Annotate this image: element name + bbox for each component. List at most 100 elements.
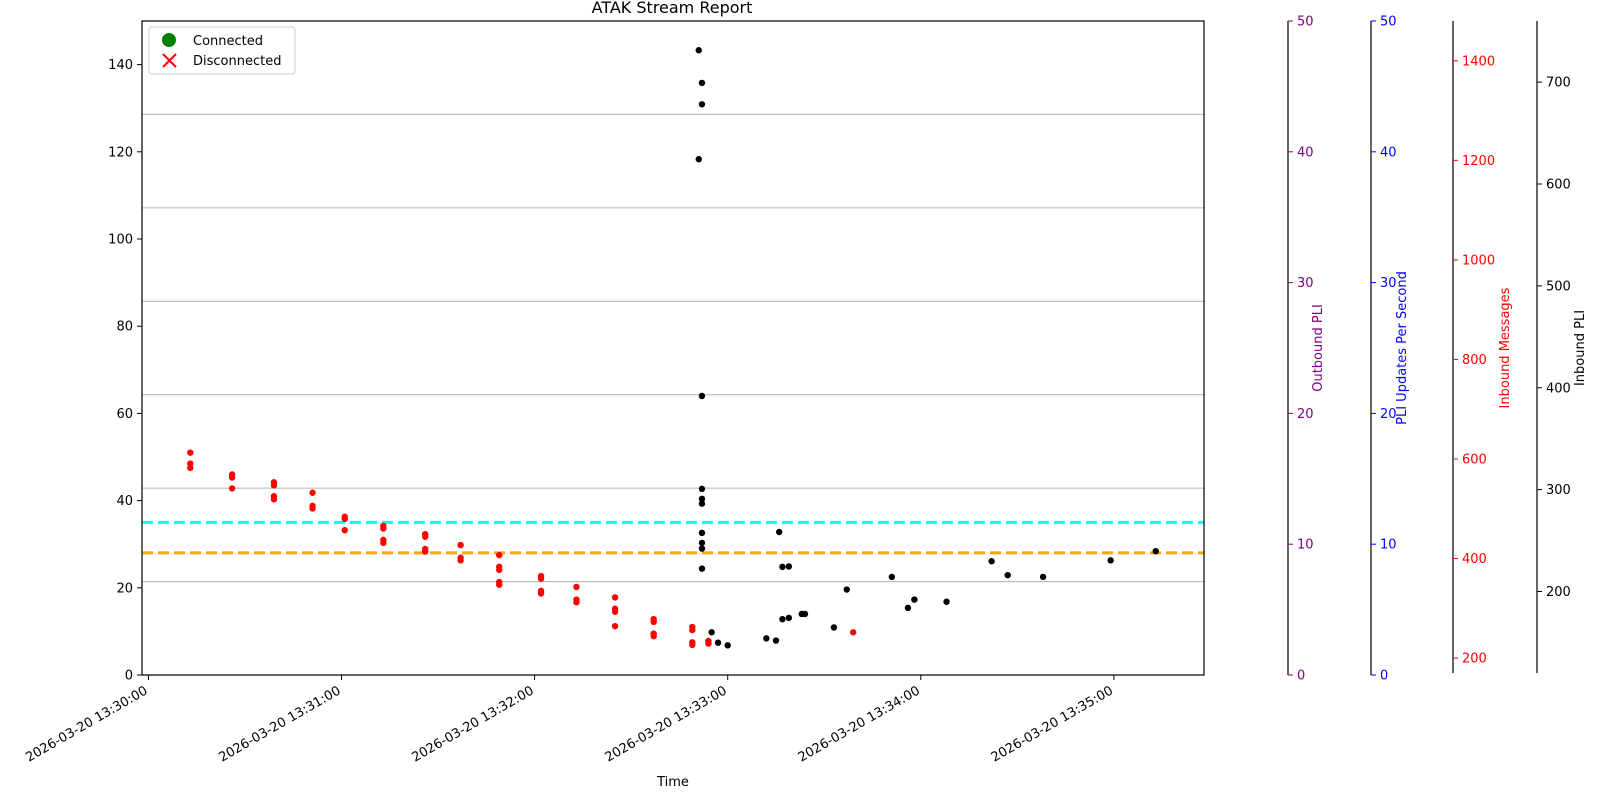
x-axis-label: Time <box>656 775 689 790</box>
disconnected-point <box>650 632 657 640</box>
secondary-axis-tick-label: 10 <box>1380 538 1397 553</box>
disconnected-point <box>611 622 619 630</box>
connected-point <box>1039 573 1047 581</box>
connected-point <box>698 79 706 87</box>
connected-point <box>904 604 912 612</box>
connected-point <box>843 586 850 593</box>
disconnected-point <box>611 594 619 601</box>
legend-marker-connected <box>162 33 176 47</box>
disconnected-point <box>705 640 712 647</box>
connected-point <box>785 614 793 622</box>
connected-point <box>943 598 950 605</box>
secondary-axis-tick-label: 30 <box>1297 276 1314 291</box>
disconnected-point <box>270 482 278 489</box>
disconnected-point <box>270 496 278 503</box>
connected-point <box>779 563 786 571</box>
connected-point <box>695 156 702 163</box>
connected-point <box>698 565 706 572</box>
disconnected-point <box>496 551 503 559</box>
secondary-axis-tick-label: 1000 <box>1462 253 1495 268</box>
connected-point <box>698 529 706 537</box>
disconnected-point <box>228 485 236 492</box>
x-tick-label: 2026-03-20 13:34:00 <box>796 683 923 765</box>
disconnected-point <box>457 557 464 564</box>
connected-point <box>801 610 809 618</box>
secondary-axis-label: PLI Updates Per Second <box>1395 271 1410 425</box>
secondary-axis-tick-label: 30 <box>1380 276 1397 291</box>
connected-point <box>776 528 783 536</box>
connected-point <box>772 637 780 644</box>
disconnected-point <box>573 598 580 606</box>
x-tick-label: 2026-03-20 13:35:00 <box>989 683 1116 765</box>
disconnected-point <box>380 539 387 547</box>
secondary-axis-tick-label: 700 <box>1546 76 1571 91</box>
secondary-axis-label: Outbound PLI <box>1311 304 1326 392</box>
secondary-axis-tick-label: 1400 <box>1462 54 1495 69</box>
disconnected-point <box>457 541 464 549</box>
disconnected-point <box>496 566 503 574</box>
disconnected-point <box>309 505 316 512</box>
y-axis: 0 20 40 60 80 100 120 140 <box>108 58 142 684</box>
y-tick-label: 20 <box>116 581 133 596</box>
connected-point <box>724 642 731 649</box>
connected-point <box>698 545 706 552</box>
secondary-axis-tick-label: 800 <box>1462 353 1487 368</box>
x-axis: 2026-03-20 13:30:00 2026-03-20 13:31:00 20… <box>23 675 1116 766</box>
y-tick-label: 80 <box>116 320 133 335</box>
legend: Connected Disconnected <box>148 26 296 75</box>
disconnected-point <box>187 449 194 456</box>
connected-point <box>714 639 722 646</box>
connected-point <box>988 558 995 565</box>
secondary-axis-tick-label: 0 <box>1380 669 1388 684</box>
x-tick-label: 2026-03-20 13:32:00 <box>410 683 537 765</box>
connected-point <box>698 539 706 547</box>
disconnected-point <box>496 581 503 588</box>
connected-point <box>1152 547 1159 555</box>
connected-point <box>698 500 706 507</box>
y-tick-label: 100 <box>108 233 133 248</box>
secondary-axis-label: Inbound Messages <box>1498 287 1513 408</box>
secondary-axes: 0 10 20 30 40 50 Outbound PLI 0 10 20 30 40 50 PLI Up… <box>1287 15 1588 684</box>
connected-point <box>785 563 793 570</box>
secondary-axis-tick-label: 0 <box>1297 669 1305 684</box>
disconnected-point <box>309 489 316 496</box>
gridlines <box>142 113 1204 583</box>
y-tick-label: 140 <box>108 58 133 73</box>
secondary-axis-tick-label: 600 <box>1546 178 1571 193</box>
y-tick-label: 40 <box>116 494 133 509</box>
secondary-axis-tick-label: 400 <box>1546 381 1571 396</box>
disconnected-point <box>341 515 348 523</box>
secondary-axis-tick-label: 40 <box>1297 145 1314 160</box>
disconnected-point <box>537 575 545 582</box>
reference-lines <box>142 520 1204 555</box>
connected-point <box>763 635 770 642</box>
secondary-axis-tick-label: 400 <box>1462 552 1487 567</box>
chart-title: ATAK Stream Report <box>592 0 753 17</box>
secondary-axis-tick-label: 20 <box>1297 407 1314 422</box>
x-tick-label: 2026-03-20 13:33:00 <box>603 683 730 765</box>
connected-point <box>911 596 918 603</box>
disconnected-point <box>689 641 696 649</box>
x-tick-label: 2026-03-20 13:30:00 <box>23 683 150 765</box>
connected-point <box>708 629 715 636</box>
disconnected-point <box>380 525 387 532</box>
disconnected-point <box>422 548 429 555</box>
disconnected-point <box>228 474 236 481</box>
connected-point <box>698 485 706 493</box>
connected-point <box>698 392 706 400</box>
secondary-axis-tick-label: 50 <box>1297 15 1314 30</box>
disconnected-point <box>537 590 545 597</box>
x-tick-label: 2026-03-20 13:31:00 <box>216 683 343 765</box>
plot-frame <box>141 20 1205 676</box>
disconnected-point <box>341 527 348 534</box>
connected-point <box>888 573 896 581</box>
connected-point <box>698 101 706 108</box>
legend-label-disconnected: Disconnected <box>193 54 281 69</box>
legend-box <box>148 26 296 75</box>
legend-label-connected: Connected <box>193 34 263 49</box>
secondary-axis-tick-label: 40 <box>1380 145 1397 160</box>
connected-point <box>1107 557 1114 564</box>
y-tick-label: 0 <box>125 669 133 684</box>
secondary-axis-tick-label: 300 <box>1546 483 1571 498</box>
